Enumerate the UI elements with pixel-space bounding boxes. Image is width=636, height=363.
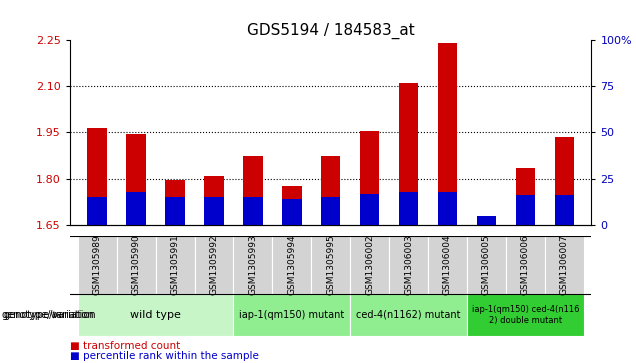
Text: wild type: wild type: [130, 310, 181, 320]
Bar: [428, 236, 467, 294]
Title: GDS5194 / 184583_at: GDS5194 / 184583_at: [247, 23, 415, 38]
Text: GSM1305993: GSM1305993: [249, 234, 258, 295]
Bar: [516, 195, 535, 225]
Text: ■ percentile rank within the sample: ■ percentile rank within the sample: [70, 351, 259, 362]
Text: GSM1305989: GSM1305989: [93, 234, 102, 295]
Text: genotype/variation: genotype/variation: [2, 310, 95, 320]
Bar: [476, 222, 496, 225]
Text: iap-1(qm150) mutant: iap-1(qm150) mutant: [239, 310, 345, 320]
Bar: [272, 236, 311, 294]
Bar: [165, 197, 185, 225]
Bar: [311, 236, 350, 294]
Bar: [195, 236, 233, 294]
Bar: [360, 193, 379, 225]
Text: GSM1305992: GSM1305992: [209, 234, 218, 295]
Bar: [438, 43, 457, 225]
Bar: [350, 236, 389, 294]
Text: GSM1306002: GSM1306002: [365, 234, 374, 295]
Bar: [321, 156, 340, 225]
Bar: [204, 176, 224, 225]
Text: GSM1305991: GSM1305991: [170, 234, 179, 295]
Bar: [88, 128, 107, 225]
Bar: [116, 236, 156, 294]
Bar: [438, 192, 457, 225]
Text: genotype/variation: genotype/variation: [3, 310, 96, 320]
Bar: [243, 156, 263, 225]
Text: GSM1306006: GSM1306006: [521, 234, 530, 295]
Text: ced-4(n1162) mutant: ced-4(n1162) mutant: [356, 310, 461, 320]
Bar: [389, 236, 428, 294]
Bar: [127, 192, 146, 225]
Bar: [156, 236, 195, 294]
Bar: [506, 236, 545, 294]
Text: GSM1306007: GSM1306007: [560, 234, 569, 295]
Bar: [233, 294, 350, 336]
Bar: [555, 195, 574, 225]
Bar: [467, 294, 584, 336]
Text: ■ transformed count: ■ transformed count: [70, 340, 180, 351]
Bar: [204, 197, 224, 225]
Text: GSM1306003: GSM1306003: [404, 234, 413, 295]
Bar: [282, 199, 301, 225]
Bar: [360, 131, 379, 225]
Bar: [399, 192, 418, 225]
Bar: [78, 294, 233, 336]
Text: GSM1305990: GSM1305990: [132, 234, 141, 295]
Bar: [350, 294, 467, 336]
Bar: [399, 83, 418, 225]
Text: GSM1305994: GSM1305994: [287, 234, 296, 295]
Bar: [467, 236, 506, 294]
Text: GSM1306004: GSM1306004: [443, 234, 452, 295]
Bar: [88, 197, 107, 225]
Bar: [282, 187, 301, 225]
Bar: [243, 197, 263, 225]
Bar: [476, 216, 496, 225]
Bar: [78, 236, 116, 294]
Bar: [321, 197, 340, 225]
Bar: [233, 236, 272, 294]
Bar: [555, 137, 574, 225]
Bar: [165, 180, 185, 225]
Bar: [545, 236, 584, 294]
Bar: [127, 134, 146, 225]
Text: GSM1305995: GSM1305995: [326, 234, 335, 295]
Text: iap-1(qm150) ced-4(n116
2) double mutant: iap-1(qm150) ced-4(n116 2) double mutant: [471, 305, 579, 325]
Bar: [516, 168, 535, 225]
Text: GSM1306005: GSM1306005: [482, 234, 491, 295]
